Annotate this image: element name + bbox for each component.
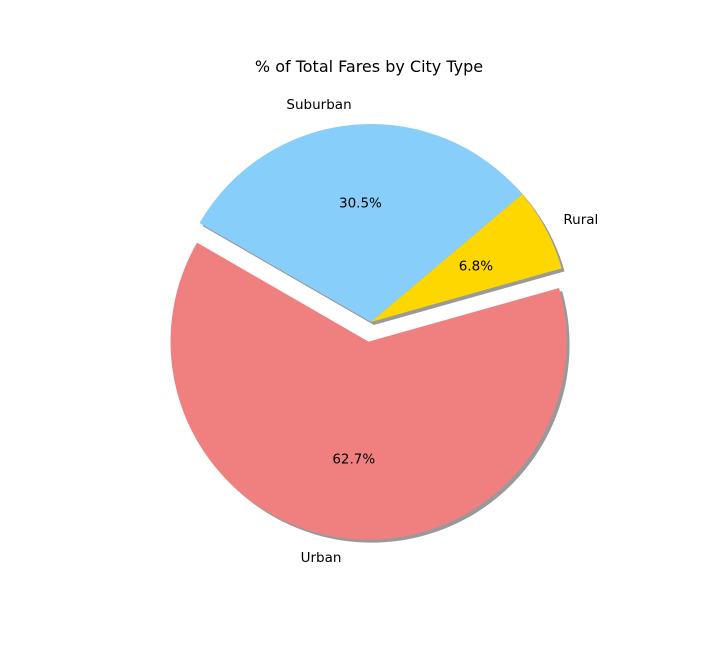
slice-percent-suburban: 30.5% bbox=[339, 196, 382, 212]
pie-slice-rural bbox=[371, 194, 562, 322]
slice-label-suburban: Suburban bbox=[286, 97, 351, 113]
slice-label-urban: Urban bbox=[301, 550, 342, 566]
chart-title: % of Total Fares by City Type bbox=[255, 57, 483, 76]
slice-label-rural: Rural bbox=[563, 212, 598, 228]
pie-slice-urban bbox=[170, 242, 567, 540]
pie-labels: Urban 62.7% Rural 6.8% Suburban 30.5% bbox=[286, 97, 598, 566]
slice-percent-urban: 62.7% bbox=[332, 452, 375, 468]
pie-slices bbox=[170, 123, 567, 540]
slice-percent-rural: 6.8% bbox=[459, 258, 493, 274]
pie-slice-suburban bbox=[199, 123, 523, 322]
